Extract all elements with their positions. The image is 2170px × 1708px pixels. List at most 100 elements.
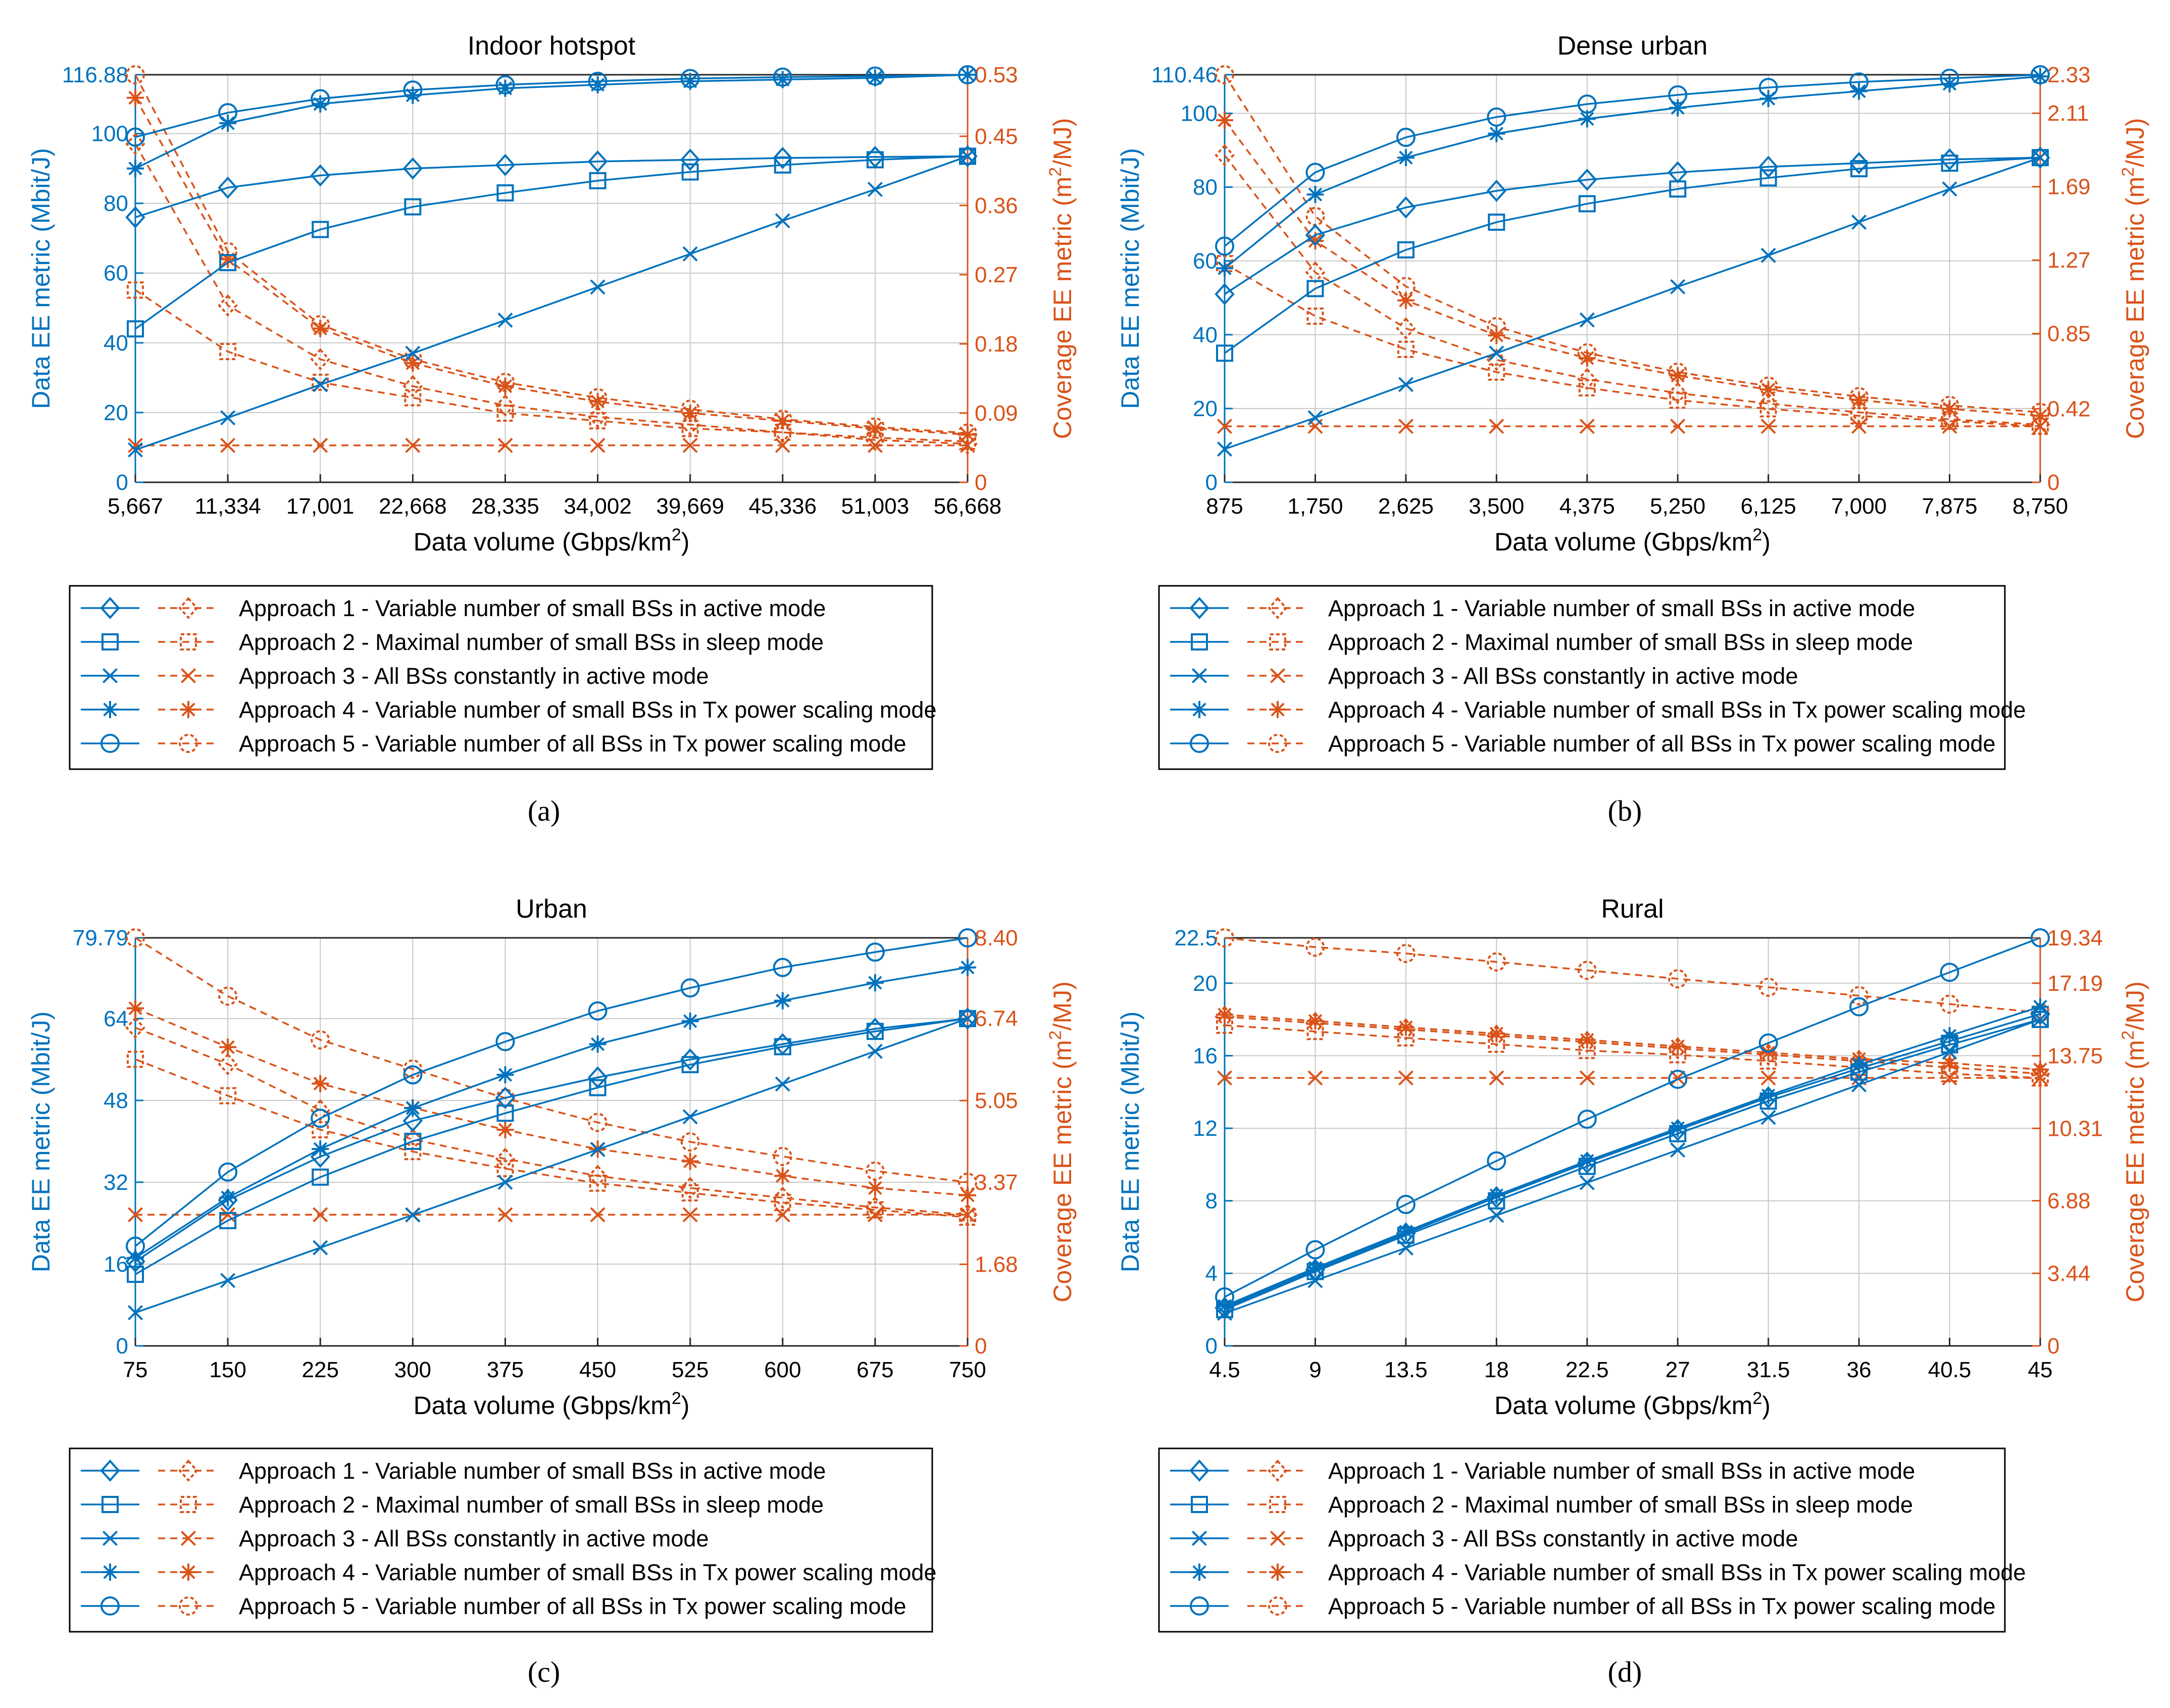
legend-marker-coverage: [1270, 668, 1286, 684]
data-point-1: [1758, 156, 1779, 178]
legend-marker-data: [102, 701, 119, 718]
legend-marker-coverage: [1270, 1530, 1286, 1546]
data-point-2: [312, 221, 329, 238]
data-point-1: [1305, 224, 1326, 246]
coverage-point-5: [1758, 977, 1778, 997]
data-point-4: [2032, 68, 2049, 85]
legend-marker-coverage: [1268, 1460, 1288, 1482]
x-tick-label: 45,336: [748, 494, 817, 519]
data-point-5: [1396, 127, 1416, 147]
legend-marker-data: [102, 633, 119, 650]
coverage-point-4: [312, 1075, 329, 1092]
data-point-1: [957, 145, 978, 168]
coverage-point-3: [313, 1207, 328, 1223]
coverage-point-2: [496, 404, 514, 422]
data-point-3: [2032, 150, 2048, 166]
data-point-4: [681, 72, 699, 90]
data-point-3: [1851, 1077, 1867, 1092]
coverage-series-line-5: [1224, 74, 2041, 414]
data-point-4: [1669, 1120, 1687, 1137]
data-point-2: [1759, 169, 1777, 187]
y-right-tick-label: 1.69: [2047, 175, 2091, 199]
legend-marker-coverage: [179, 1596, 198, 1616]
coverage-point-5: [2031, 403, 2050, 422]
y-right-tick-label: 0.85: [2047, 322, 2091, 346]
legend-marker-data: [100, 1460, 120, 1482]
data-point-1: [957, 1007, 978, 1030]
data-point-3: [1398, 377, 1414, 392]
coverage-series-line-1: [1224, 155, 2041, 426]
coverage-point-4: [404, 354, 422, 372]
data-point-3: [1579, 1175, 1595, 1190]
data-point-2: [681, 163, 699, 181]
legend-label: Approach 1 - Variable number of small BS…: [1328, 595, 1915, 621]
data-series-line-3: [135, 1018, 968, 1314]
coverage-point-3: [313, 437, 328, 453]
data-point-4: [404, 1099, 422, 1117]
data-point-5: [1758, 78, 1778, 97]
x-tick-label: 750: [949, 1358, 986, 1382]
y-right-axis-label: Coverage EE metric (m2/MJ): [2118, 981, 2149, 1302]
x-tick-label: 675: [856, 1358, 893, 1382]
legend-marker-coverage: [1269, 1564, 1286, 1581]
coverage-point-1: [218, 294, 238, 317]
data-point-5: [1849, 72, 1869, 92]
coverage-point-2: [127, 1050, 144, 1068]
data-point-4: [1759, 1087, 1777, 1104]
coverage-series-line-4: [1224, 1014, 2041, 1071]
legend-marker-coverage: [180, 1564, 197, 1581]
data-point-4: [2032, 998, 2049, 1016]
coverage-point-3: [405, 437, 421, 453]
legend-box: [1158, 585, 2006, 770]
y-right-tick-label: 3.37: [975, 1170, 1018, 1195]
coverage-point-1: [1668, 1037, 1688, 1060]
data-point-3: [1942, 1044, 1957, 1060]
coverage-series-line-4: [134, 97, 968, 436]
coverage-point-5: [403, 349, 423, 369]
coverage-point-2: [1306, 307, 1324, 325]
panel-caption: (d): [1608, 1655, 1642, 1688]
coverage-point-3: [1760, 419, 1776, 434]
data-point-2: [2032, 149, 2049, 167]
data-point-3: [682, 1109, 698, 1125]
data-point-4: [866, 69, 884, 87]
x-tick-label: 450: [579, 1358, 616, 1382]
y-right-tick-label: 0.36: [975, 193, 1018, 218]
coverage-point-5: [218, 242, 238, 262]
chart-panel-1: 5,667 11,334 17,001 22,668 28,335 34,002 39,66…: [27, 31, 1077, 827]
data-point-1: [1215, 283, 1235, 306]
legend-marker-data: [1189, 1460, 1209, 1482]
data-point-1: [2030, 146, 2050, 169]
x-tick-label: 6,125: [1741, 494, 1796, 519]
data-point-1: [495, 1086, 516, 1109]
coverage-point-4: [681, 1152, 699, 1170]
coverage-point-1: [402, 375, 423, 397]
x-tick-label: 17,001: [286, 494, 355, 519]
legend-label: Approach 4 - Variable number of small BS…: [239, 1560, 937, 1585]
data-series-line-4: [1224, 1006, 2041, 1307]
coverage-series-line-1: [135, 1027, 968, 1216]
coverage-point-1: [1396, 317, 1416, 340]
data-point-4: [1216, 260, 1233, 277]
data-point-3: [1670, 1142, 1686, 1158]
data-point-3: [497, 1174, 513, 1190]
data-point-2: [219, 1212, 237, 1229]
data-point-3: [1760, 247, 1776, 263]
y-right-axis-label: Coverage EE metric (m2/MJ): [1046, 118, 1077, 439]
data-point-3: [1307, 1273, 1323, 1288]
data-point-3: [405, 1207, 421, 1223]
data-series-line-2: [134, 155, 968, 330]
legend-label: Approach 1 - Variable number of small BS…: [1328, 1458, 1915, 1484]
y-right-tick-label: 0.09: [975, 401, 1018, 426]
legend-box: [69, 1447, 933, 1633]
y-left-tick-label: 20: [1193, 396, 1218, 421]
data-point-5: [1940, 963, 1959, 982]
data-point-3: [1307, 410, 1323, 426]
x-tick-label: 375: [487, 1358, 524, 1382]
coverage-point-2: [496, 1160, 514, 1177]
data-point-4: [774, 992, 791, 1010]
y-left-axis-label: Data EE metric (Mbit/J): [1116, 1012, 1144, 1273]
coverage-point-1: [218, 1053, 238, 1076]
coverage-point-1: [1486, 348, 1507, 371]
y-right-tick-label: 2.33: [2047, 63, 2091, 87]
